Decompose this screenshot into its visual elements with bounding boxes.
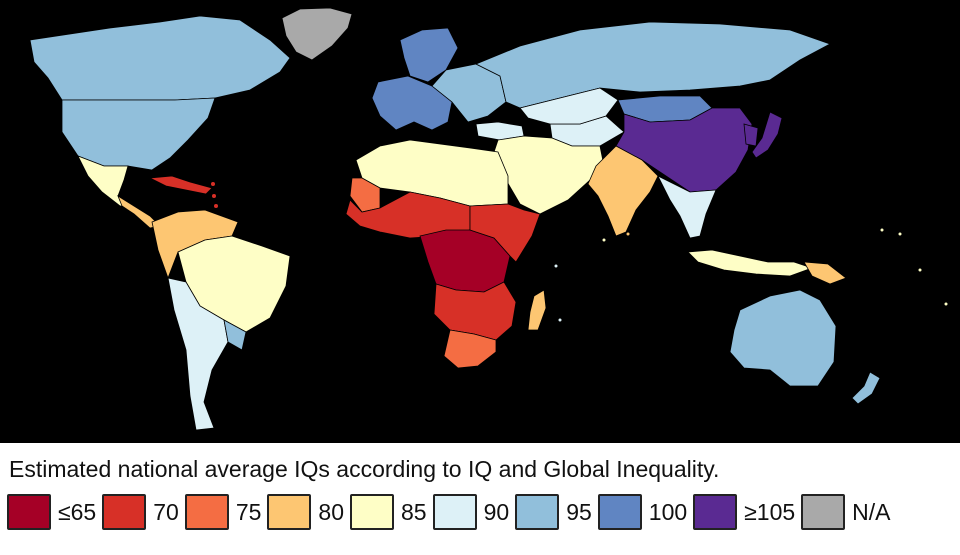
- region-uruguay: [223, 319, 247, 351]
- region-brazil: [177, 235, 291, 333]
- island-dot: [214, 204, 218, 208]
- legend-item: 75: [184, 494, 262, 530]
- legend-swatch: [102, 494, 147, 530]
- legend-item: 90: [432, 494, 510, 530]
- legend-label: ≥105: [744, 498, 796, 525]
- legend-caption: Estimated national average IQs according…: [9, 456, 720, 482]
- legend-item: 70: [102, 494, 179, 530]
- region-japan: [751, 111, 783, 159]
- legend-item: 100: [597, 494, 688, 530]
- legend-swatch: [801, 494, 846, 530]
- island-dot: [626, 232, 630, 236]
- world-map: [29, 7, 948, 431]
- legend-item: ≥105: [693, 494, 795, 530]
- island-dot: [212, 194, 216, 198]
- legend-label: 75: [235, 498, 262, 525]
- legend-item: N/A: [801, 494, 891, 530]
- region-papua-new-guinea: [803, 261, 847, 285]
- region-korea: [743, 123, 759, 147]
- legend-swatch: [184, 494, 229, 530]
- region-canada: [29, 15, 291, 101]
- world-map-svg: [29, 7, 948, 431]
- legend-item: 80: [267, 494, 344, 530]
- legend-label: 95: [566, 498, 592, 525]
- region-east-africa: [469, 203, 541, 263]
- region-madagascar: [527, 289, 547, 331]
- legend-label: 100: [648, 498, 688, 525]
- region-australia: [729, 289, 837, 387]
- legend-label: 85: [401, 498, 427, 525]
- island-dot: [602, 238, 606, 242]
- region-western-europe: [371, 75, 453, 131]
- legend-swatch: [515, 494, 560, 530]
- legend-swatch: [7, 494, 51, 530]
- legend-item: 95: [515, 494, 592, 530]
- legend-swatch: [597, 494, 642, 530]
- island-dot: [918, 268, 922, 272]
- legend-label: 90: [483, 498, 510, 525]
- legend-label: ≤65: [58, 498, 97, 525]
- legend-label: 80: [318, 498, 344, 525]
- legend-swatches: ≤65 70 75 80 85 90 95 100 ≥105 N/A: [7, 491, 897, 533]
- island-dot: [211, 182, 215, 186]
- legend-item: ≤65: [7, 494, 96, 530]
- island-dot: [898, 232, 902, 236]
- region-kazakhstan: [519, 87, 619, 125]
- island-dot: [944, 302, 948, 306]
- region-greenland: [281, 7, 353, 61]
- legend-swatch: [350, 494, 394, 530]
- island-dot: [554, 264, 558, 268]
- island-dot: [880, 228, 884, 232]
- legend-swatch: [432, 494, 477, 530]
- region-new-zealand: [851, 371, 881, 405]
- region-southern-africa: [433, 281, 517, 341]
- legend-swatch: [693, 494, 738, 530]
- legend-label: N/A: [852, 498, 891, 525]
- legend: Estimated national average IQs according…: [0, 443, 960, 555]
- region-southern-cone: [167, 277, 229, 431]
- region-southeast-asia: [657, 175, 717, 239]
- region-north-africa: [355, 139, 509, 207]
- region-south-africa: [443, 329, 497, 369]
- island-dot: [558, 318, 562, 322]
- legend-item: 85: [350, 494, 427, 530]
- legend-swatch: [267, 494, 312, 530]
- region-india: [587, 145, 659, 237]
- region-caribbean: [148, 175, 213, 195]
- legend-label: 70: [153, 498, 179, 525]
- region-russia: [475, 21, 831, 109]
